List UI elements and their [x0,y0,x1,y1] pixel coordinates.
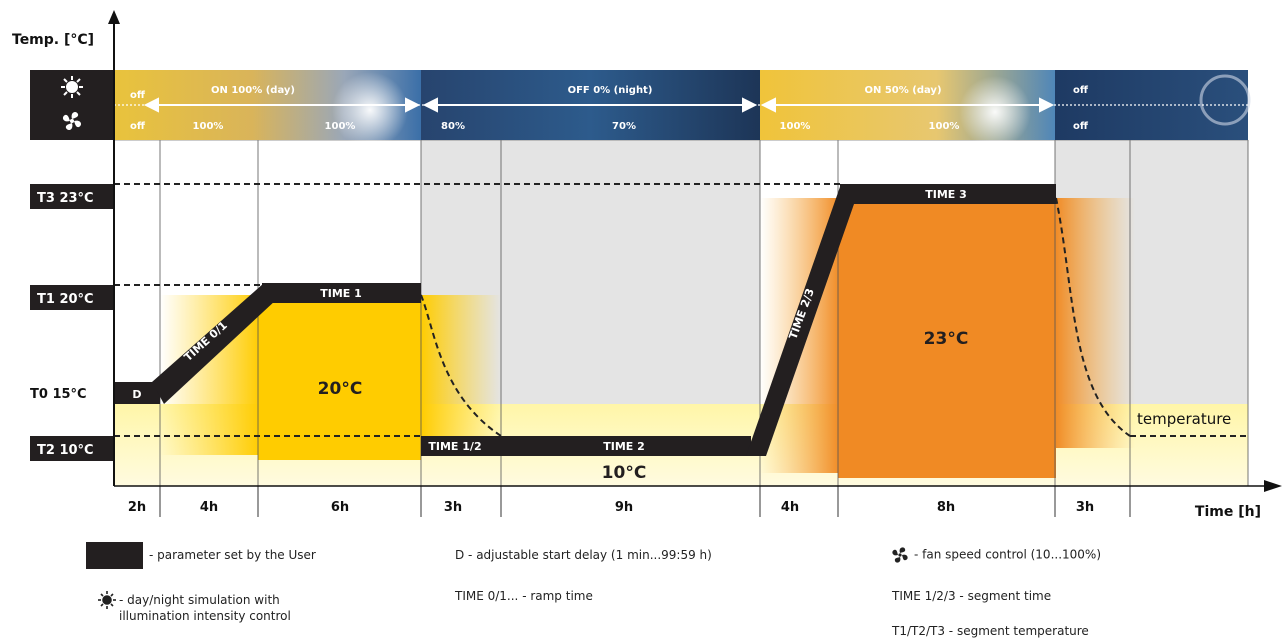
duration-ticks [160,486,1130,517]
zone-20 [160,295,501,460]
icon-panel [30,70,114,140]
duration-label: 8h [937,500,955,515]
legend-delay: D - adjustable start delay (1 min...99:5… [455,548,712,562]
light-on-day: ON 100% (day) [211,85,295,96]
legend-ramp: TIME 0/1... - ramp time [455,589,593,603]
legend-user-param-text: - parameter set by the User [149,548,316,562]
duration-label: 3h [444,500,462,515]
duration-label: 3h [1076,500,1094,515]
sun-icon [97,591,117,609]
fan-value: 100% [929,121,960,132]
fan-value: 70% [612,121,636,132]
temperature-label: temperature [1137,410,1231,428]
legend-user-param: - parameter set by the User [86,542,316,569]
legend-day-night-text-1: - day/night simulation with [119,592,291,608]
fan-value: 80% [441,121,465,132]
fan-value: 100% [325,121,356,132]
segment-time1-label: TIME 1 [320,287,362,300]
light-on-half: ON 50% (day) [864,85,941,96]
duration-label: 4h [781,500,799,515]
segment-time3-label: TIME 3 [925,188,967,201]
zone-temp-10: 10°C [602,463,647,483]
light-off-2: off [1073,85,1089,96]
x-axis-title: Time [h] [1195,504,1261,520]
sun-icon [61,76,83,98]
segment-d-label: D [132,388,141,401]
segment-time2-label: TIME 2 [603,440,645,453]
label-t1: T1 20°C [37,292,94,307]
zone-temp-20: 20°C [318,379,363,399]
duration-label: 9h [615,500,633,515]
duration-label: 6h [331,500,349,515]
light-off-night: OFF 0% (night) [568,85,653,96]
fan-value: 100% [193,121,224,132]
legend-day-night: - day/night simulation with illumination… [97,592,291,624]
day-night-bar [114,70,1249,148]
y-axis-title: Temp. [°C] [12,32,94,48]
zone-temp-23: 23°C [924,329,969,349]
user-param-swatch [86,542,143,569]
label-t0: T0 15°C [30,387,87,402]
fan-value: off [130,121,146,132]
legend-day-night-text-2: illumination intensity control [119,608,291,624]
temp-label-boxes [30,184,114,461]
legend-segment-time: TIME 1/2/3 - segment time [892,589,1051,603]
fan-value: 100% [780,121,811,132]
light-off-1: off [130,90,146,101]
legend-fan: - fan speed control (10...100%) [890,546,1101,564]
legend-fan-text: - fan speed control (10...100%) [914,548,1101,562]
label-t3: T3 23°C [37,191,94,206]
fan-value: off [1073,121,1089,132]
label-t2: T2 10°C [37,443,94,458]
segment-time12-label: TIME 1/2 [428,440,481,453]
fan-icon [890,546,910,564]
duration-label: 4h [200,500,218,515]
duration-label: 2h [128,500,146,515]
legend-segment-temp: T1/T2/T3 - segment temperature [892,624,1089,638]
